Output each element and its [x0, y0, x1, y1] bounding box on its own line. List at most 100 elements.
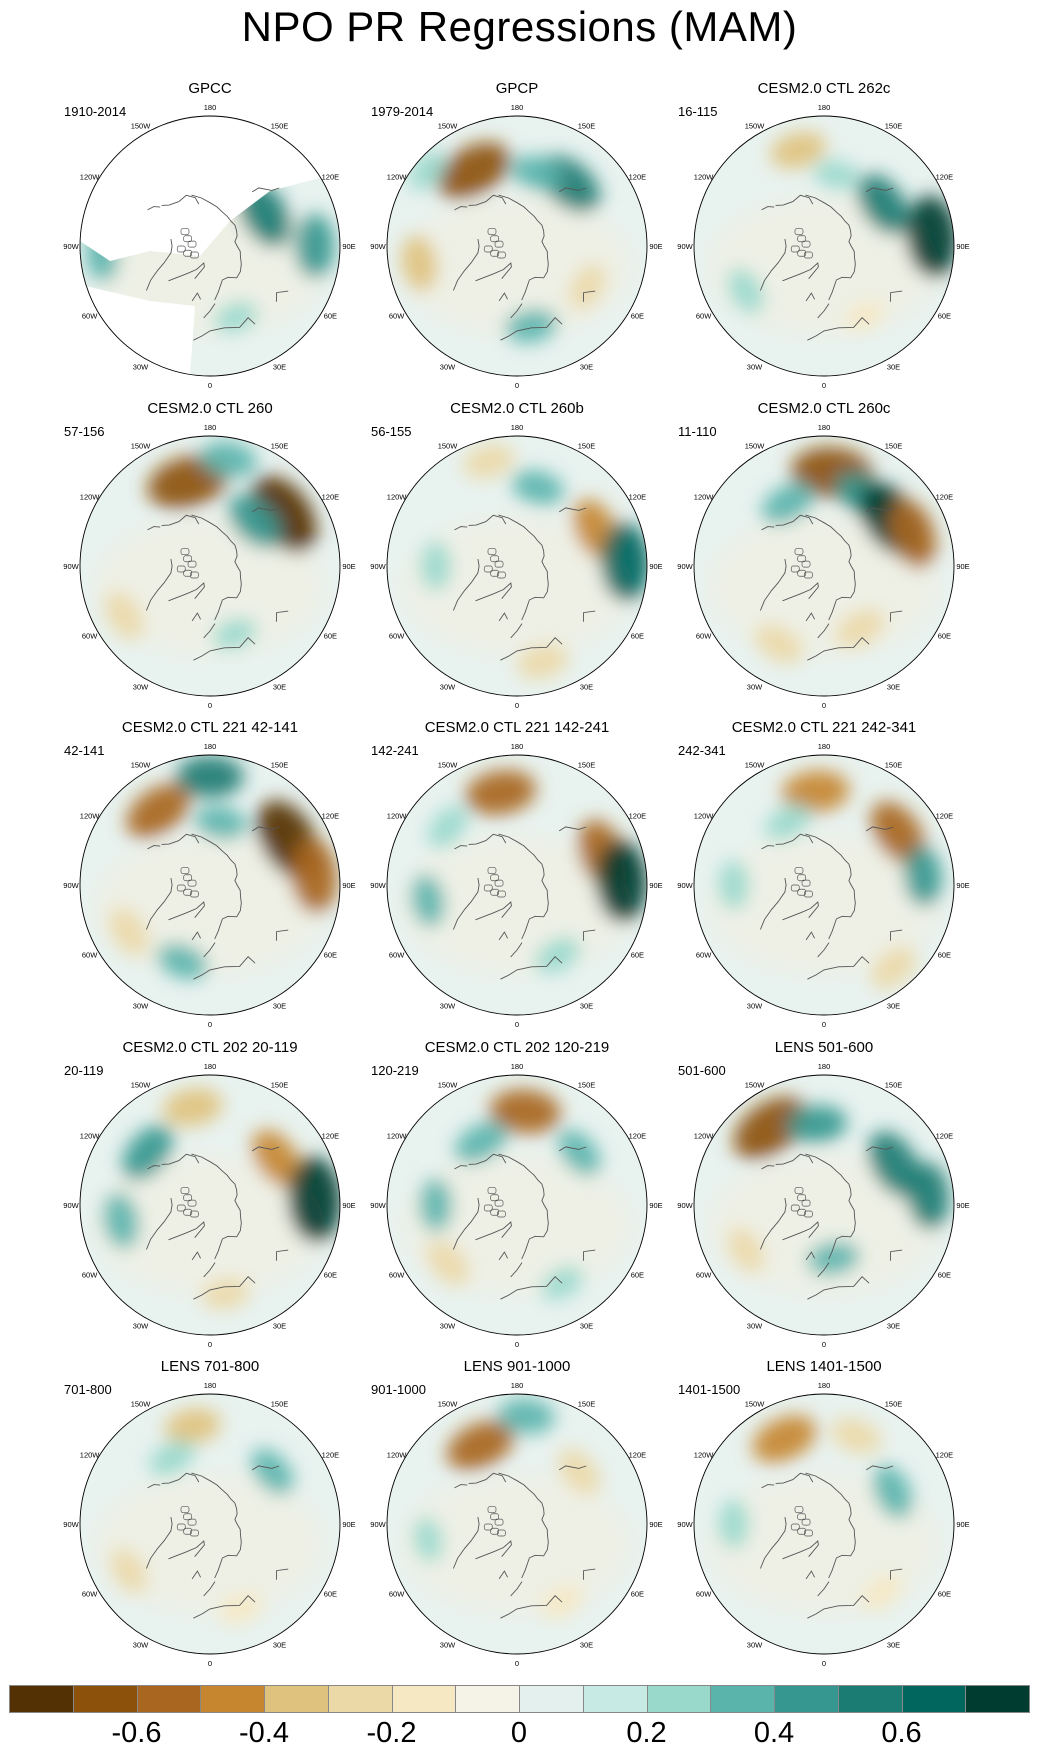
island-outline	[490, 569, 500, 577]
map-border	[386, 115, 648, 377]
longitude-label: 150E	[271, 122, 289, 131]
coastline	[275, 610, 289, 622]
polar-map: 180 150E 120E 90E 60E 30E 0 30W 60W 90W 120W 150W	[370, 1062, 662, 1349]
panel-years: 11-110	[678, 424, 717, 439]
coastline	[452, 559, 480, 611]
island-outline	[180, 1506, 190, 1513]
coastline	[889, 290, 903, 302]
colorbar-box	[710, 1685, 775, 1713]
longitude-label: 60W	[82, 312, 98, 321]
coastline	[145, 1198, 173, 1250]
longitude-label: 180	[511, 1062, 524, 1071]
coastline	[775, 1472, 814, 1484]
map-border	[79, 435, 341, 697]
coastline	[865, 1146, 894, 1152]
map-border	[386, 1074, 648, 1336]
coastline	[889, 610, 903, 622]
longitude-label: 150E	[271, 442, 289, 451]
longitude-label: 120E	[629, 1132, 647, 1141]
anomaly-blob	[830, 1417, 882, 1454]
longitude-label: 60E	[938, 1271, 951, 1280]
anomaly-blob	[718, 1499, 749, 1549]
coastline	[782, 582, 819, 602]
anomaly-blob	[569, 263, 606, 310]
coastline	[775, 833, 814, 845]
longitude-label: 60E	[631, 1271, 644, 1280]
longitude-label: 60W	[696, 632, 712, 641]
anomaly-blob	[807, 1241, 860, 1276]
coastline	[498, 931, 508, 941]
island-outline	[183, 874, 193, 882]
coastline	[145, 1517, 173, 1569]
anomaly-blob	[103, 1192, 139, 1249]
colorbar-tick-label: 0.4	[753, 1717, 795, 1749]
longitude-label: 30E	[273, 1321, 286, 1330]
coastline	[805, 1570, 815, 1580]
island-outline	[487, 228, 497, 235]
map-border	[693, 1393, 955, 1655]
longitude-label: 30W	[133, 1640, 149, 1649]
map-panel: 180 150E 120E 90E 60E 30E 0 30W 60W 90W 120W 150W LE…	[60, 1358, 360, 1668]
island-outline	[487, 1187, 497, 1194]
coastline	[161, 833, 200, 845]
colorbar-box	[901, 1685, 967, 1713]
longitude-label: 120W	[387, 812, 408, 821]
coastline	[805, 833, 856, 940]
island-outline	[490, 1527, 500, 1535]
panel-years: 56-155	[371, 424, 412, 439]
map-border	[79, 1393, 341, 1655]
longitude-label: 90W	[370, 562, 386, 571]
island-outline	[180, 1187, 190, 1194]
island-outline	[794, 548, 804, 555]
coastline	[454, 845, 468, 850]
panel-title: CESM2.0 CTL 202 20-119	[122, 1039, 298, 1056]
longitude-label: 120E	[936, 493, 954, 502]
longitude-label: 120W	[80, 493, 101, 502]
coastline	[759, 559, 787, 611]
longitude-label: 90E	[342, 1520, 355, 1529]
panel-title: GPCC	[188, 80, 232, 97]
longitude-label: 30E	[887, 1321, 900, 1330]
panel-title: CESM2.0 CTL 262c	[757, 80, 891, 97]
longitude-label: 60W	[82, 951, 98, 960]
island-outline	[797, 888, 807, 896]
longitude-label: 90E	[956, 1201, 969, 1210]
anomaly-blob	[558, 1448, 601, 1495]
polar-map: 180 150E 120E 90E 60E 30E 0 30W 60W 90W 120W 150W	[677, 423, 969, 710]
longitude-label: 30E	[580, 682, 593, 691]
anomaly-blob	[295, 214, 335, 278]
coastline	[510, 942, 523, 958]
longitude-label: 60E	[324, 1271, 337, 1280]
anomaly-blob	[212, 618, 257, 650]
island-outline	[790, 565, 800, 573]
map-panel: 180 150E 120E 90E 60E 30E 0 30W 60W 90W 120W 150W LE…	[674, 1358, 974, 1668]
island-outline	[483, 565, 493, 573]
longitude-label: 120E	[936, 812, 954, 821]
longitude-label: 150W	[438, 1400, 459, 1409]
longitude-label: 150W	[438, 1081, 459, 1090]
coastline	[759, 878, 787, 930]
island-outline	[183, 1194, 193, 1202]
coastline	[251, 187, 280, 193]
coastline	[775, 194, 814, 206]
coastline	[817, 1262, 830, 1278]
longitude-label: 150W	[131, 442, 152, 451]
colorbar-tick-label: -0.2	[366, 1717, 417, 1749]
coastline	[147, 526, 161, 531]
longitude-label: 120W	[694, 1451, 715, 1460]
longitude-label: 150E	[578, 122, 596, 131]
island-outline	[487, 867, 497, 874]
coastline	[805, 1472, 856, 1579]
coastline	[203, 1262, 216, 1278]
longitude-label: 90W	[370, 242, 386, 251]
longitude-label: 60W	[696, 312, 712, 321]
longitude-label: 150W	[131, 761, 152, 770]
longitude-label: 0	[822, 1020, 826, 1029]
anomaly-blob	[727, 1227, 764, 1273]
island-outline	[801, 560, 811, 568]
longitude-label: 120E	[322, 1132, 340, 1141]
coastline	[817, 942, 830, 958]
longitude-label: 90E	[342, 562, 355, 571]
island-outline	[804, 890, 813, 898]
map-border	[79, 115, 341, 377]
